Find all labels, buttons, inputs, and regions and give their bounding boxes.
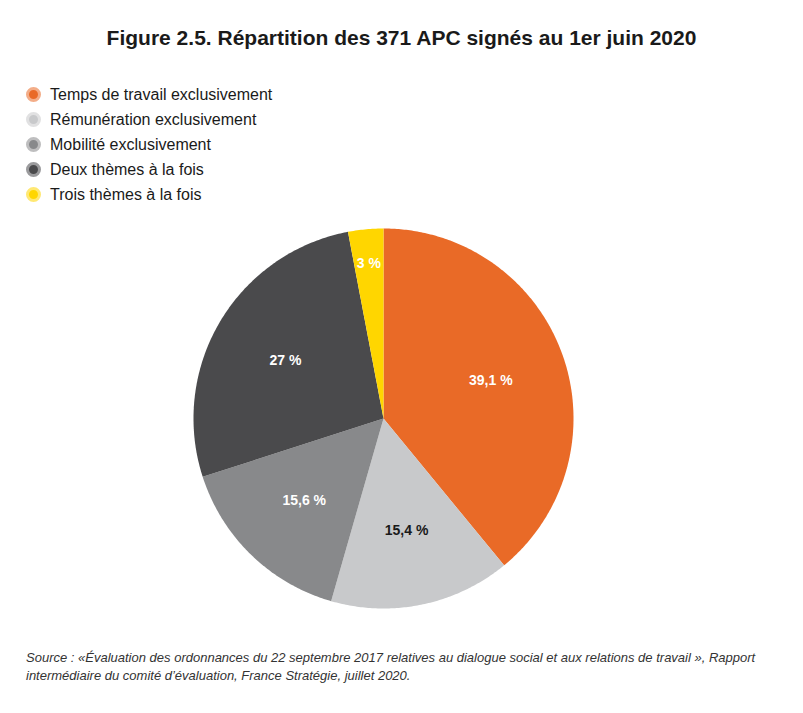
svg-text:15,6 %: 15,6 % [282,492,326,508]
html-text:Mobilité exclusivement: Mobilité exclusivement [50,135,211,153]
html-text:Trois thèmes à la fois: Trois thèmes à la fois [50,185,202,203]
svg-text:3 %: 3 % [357,255,382,271]
html-text:Rémunération exclusivement: Rémunération exclusivement [50,110,257,128]
svg-text:27 %: 27 % [269,352,301,368]
html-text:Deux thèmes à la fois: Deux thèmes à la fois [50,160,204,178]
html-text:Figure 2.5. Répartition des 37: Figure 2.5. Répartition des 371 APC sign… [106,26,697,49]
html-text:Source : «Évaluation des ordon: Source : «Évaluation des ordonnances du … [26,650,756,683]
svg-text:39,1 %: 39,1 % [469,372,513,388]
html-text:Temps de travail exclusivement: Temps de travail exclusivement [50,85,273,103]
svg-text:15,4 %: 15,4 % [385,522,429,538]
